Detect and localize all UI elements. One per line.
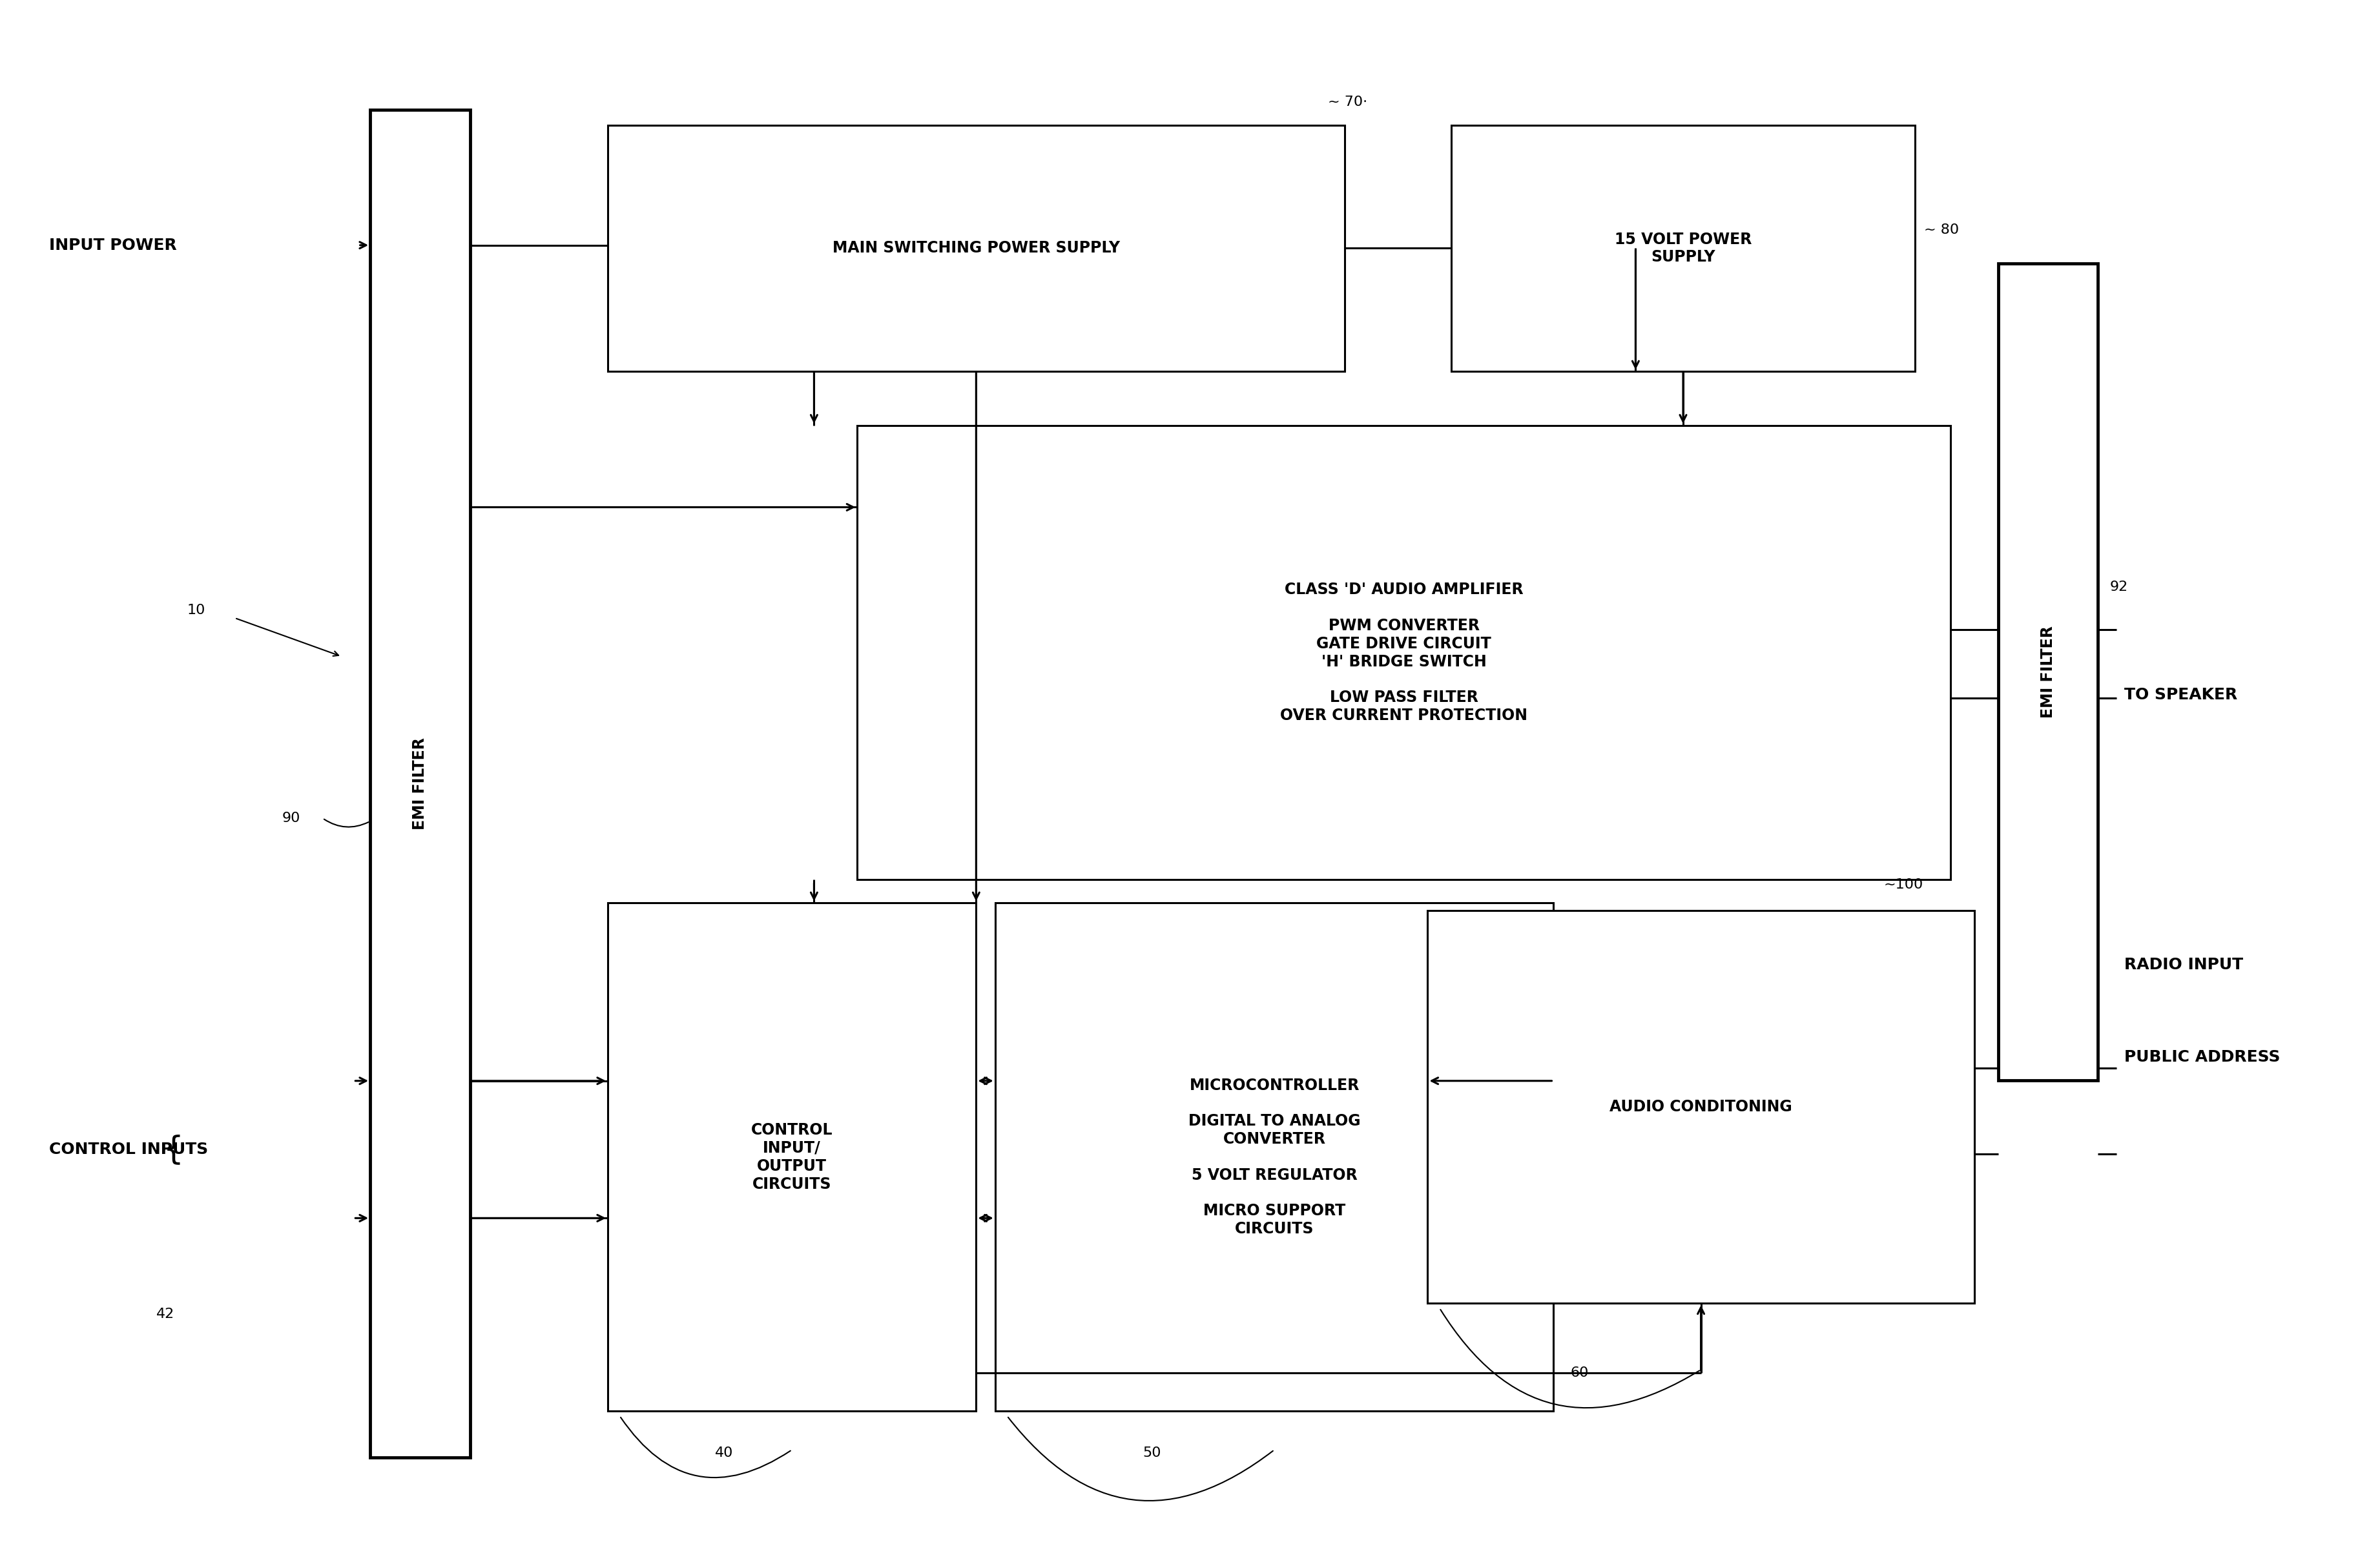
Text: 92: 92 (2109, 581, 2128, 593)
Text: MICROCONTROLLER

DIGITAL TO ANALOG
CONVERTER

5 VOLT REGULATOR

MICRO SUPPORT
CI: MICROCONTROLLER DIGITAL TO ANALOG CONVER… (1188, 1078, 1361, 1237)
Text: INPUT POWER: INPUT POWER (50, 238, 176, 253)
Text: {: { (164, 1133, 183, 1164)
Text: RADIO INPUT: RADIO INPUT (2123, 957, 2242, 973)
Text: 90: 90 (283, 812, 300, 824)
FancyBboxPatch shape (995, 903, 1554, 1411)
FancyBboxPatch shape (371, 110, 469, 1458)
FancyBboxPatch shape (1452, 125, 1916, 372)
Text: ~100: ~100 (1885, 879, 1923, 891)
FancyBboxPatch shape (1428, 911, 1975, 1303)
Text: 50: 50 (1142, 1447, 1161, 1459)
Text: CONTROL INPUTS: CONTROL INPUTS (50, 1141, 209, 1156)
Text: CONTROL
INPUT/
OUTPUT
CIRCUITS: CONTROL INPUT/ OUTPUT CIRCUITS (752, 1122, 833, 1192)
Text: 40: 40 (714, 1447, 733, 1459)
Text: ~ 70·: ~ 70· (1328, 96, 1368, 108)
FancyBboxPatch shape (1997, 264, 2097, 1081)
Text: PUBLIC ADDRESS: PUBLIC ADDRESS (2123, 1050, 2280, 1065)
FancyBboxPatch shape (607, 903, 976, 1411)
Text: 60: 60 (1571, 1366, 1587, 1379)
Text: TO SPEAKER: TO SPEAKER (2123, 687, 2237, 703)
Text: 10: 10 (188, 604, 205, 616)
Text: EMI FILTER: EMI FILTER (412, 738, 428, 829)
Text: AUDIO CONDITONING: AUDIO CONDITONING (1609, 1099, 1792, 1115)
Text: 42: 42 (157, 1308, 174, 1320)
Text: MAIN SWITCHING POWER SUPPLY: MAIN SWITCHING POWER SUPPLY (833, 241, 1121, 256)
Text: EMI FILTER: EMI FILTER (2040, 625, 2056, 718)
FancyBboxPatch shape (607, 125, 1345, 372)
Text: 15 VOLT POWER
SUPPLY: 15 VOLT POWER SUPPLY (1614, 232, 1752, 266)
Text: ~ 80: ~ 80 (1925, 224, 1959, 236)
Text: CLASS 'D' AUDIO AMPLIFIER

PWM CONVERTER
GATE DRIVE CIRCUIT
'H' BRIDGE SWITCH

L: CLASS 'D' AUDIO AMPLIFIER PWM CONVERTER … (1280, 582, 1528, 723)
FancyBboxPatch shape (857, 426, 1952, 880)
